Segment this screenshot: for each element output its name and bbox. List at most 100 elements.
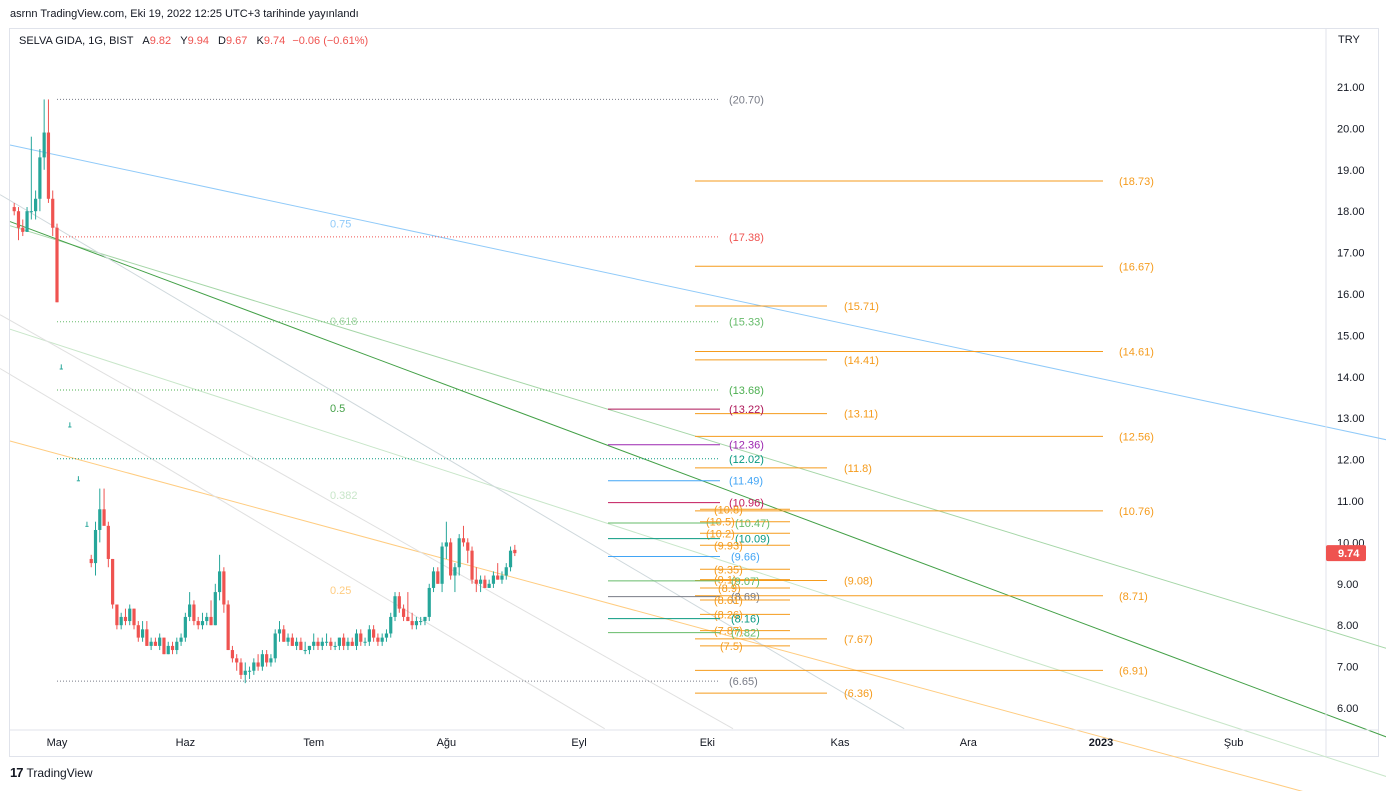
projection-label: (10.76) <box>1119 506 1154 518</box>
candle-body <box>243 670 247 675</box>
candle-body <box>440 546 444 584</box>
candle-body <box>222 571 226 605</box>
time-tick-label: May <box>47 737 68 749</box>
candle-body <box>449 542 453 576</box>
candle-body <box>316 641 320 646</box>
candle-body <box>466 542 470 551</box>
short-level-label: (9.93) <box>714 540 743 552</box>
candle-body <box>200 621 205 626</box>
price-tick-label: 6.00 <box>1337 703 1358 715</box>
axes: 6.007.008.009.0010.0011.0012.0013.0014.0… <box>10 29 1378 756</box>
chart-frame <box>9 28 1379 757</box>
candle-body <box>260 654 264 667</box>
short-level-label: (7.87) <box>714 626 743 638</box>
candle-body <box>324 641 329 643</box>
candle-body <box>496 575 500 580</box>
price-tick-label: 20.00 <box>1337 123 1365 135</box>
candle-body <box>145 629 149 646</box>
candle-body <box>376 637 380 642</box>
candle-body <box>513 549 517 554</box>
candle-body <box>444 542 448 547</box>
candle-body <box>98 509 102 530</box>
candle-body <box>307 645 312 651</box>
short-level-label: (13.22) <box>729 404 764 416</box>
candle-body <box>192 604 196 622</box>
price-tick-label: 19.00 <box>1337 165 1365 177</box>
candle-body <box>333 645 337 647</box>
candle-body <box>42 132 46 158</box>
projection-label: (13.11) <box>844 409 878 421</box>
level-label: (20.70) <box>729 94 764 106</box>
price-tick-label: 13.00 <box>1337 413 1365 425</box>
candle-body <box>136 625 140 638</box>
candle-body <box>34 198 38 212</box>
last-price-label: 9.74 <box>1338 548 1360 560</box>
price-tick-label: 7.00 <box>1337 662 1358 674</box>
candle-body <box>286 637 290 642</box>
price-tick-label: 14.00 <box>1337 372 1365 384</box>
short-level-label: (8.16) <box>731 614 760 626</box>
tradingview-brand[interactable]: 17 TradingView <box>10 765 93 780</box>
candle-body <box>406 616 410 622</box>
candle-body <box>337 637 341 646</box>
fib-fan-lines: 0.75 0.618 0.5 0.382 0.25 <box>0 144 1386 791</box>
low-label: D <box>218 35 226 47</box>
candle-body <box>119 616 123 626</box>
candle-body <box>89 558 93 564</box>
candle-body <box>230 650 235 659</box>
candle-body <box>183 616 187 638</box>
fib-fan-line-0.382 <box>9 328 1386 777</box>
candle-body <box>436 571 440 584</box>
candle-body <box>299 641 303 651</box>
candle-body <box>209 616 213 626</box>
candle-body <box>175 641 179 651</box>
candle-body <box>93 529 98 564</box>
candle-body <box>68 426 72 428</box>
fib-fan-line-0.75 <box>9 144 1386 441</box>
time-tick-label: 2023 <box>1089 737 1113 749</box>
price-tick-label: 15.00 <box>1337 330 1365 342</box>
candle-body <box>106 525 110 559</box>
candle-body <box>282 629 286 642</box>
candle-body <box>265 654 269 663</box>
candle-body <box>38 157 42 199</box>
projection-label: (11.8) <box>844 463 872 475</box>
candle-body <box>269 658 273 663</box>
candle-body <box>166 645 170 655</box>
short-level-label: (7.82) <box>731 628 760 640</box>
price-tick-label: 9.00 <box>1337 579 1358 591</box>
currency-label[interactable]: TRY <box>1338 34 1360 46</box>
symbol-legend: SELVA GIDA, 1G, BIST A9.82 Y9.94 D9.67 K… <box>19 35 368 47</box>
candle-body <box>123 616 128 622</box>
candle-body <box>149 641 153 646</box>
candle-body <box>196 621 200 626</box>
fan-guide-line <box>0 194 905 730</box>
candle-body <box>277 629 282 634</box>
candle-body <box>140 629 145 638</box>
candle-body <box>162 637 166 655</box>
fib-fan-line-0.618 <box>9 225 1386 649</box>
candle-body <box>470 550 474 580</box>
projection-label: (6.91) <box>1119 665 1148 677</box>
candle-body <box>111 558 115 605</box>
open-label: A <box>142 35 150 47</box>
change-value: −0.06 (−0.61%) <box>292 35 369 47</box>
short-level-label: (12.36) <box>729 440 764 452</box>
fib-fan-label-0.382: 0.382 <box>330 490 358 502</box>
projection-label: (9.08) <box>844 575 873 587</box>
short-level-label: (8.26) <box>714 609 743 621</box>
candle-body <box>59 368 63 370</box>
fib-fan-label-0.618: 0.618 <box>330 316 358 328</box>
candle-body <box>342 637 346 646</box>
candle-body <box>235 658 239 663</box>
candle-body <box>453 567 457 576</box>
low-value: 9.67 <box>226 35 248 47</box>
short-level-label: (10.5) <box>706 517 735 529</box>
candle-body <box>312 641 316 646</box>
close-value: 9.74 <box>263 35 286 47</box>
candle-body <box>153 641 158 646</box>
level-label: (6.65) <box>729 676 758 688</box>
candle-body <box>329 641 333 646</box>
horizontal-levels: (20.70) (17.38) (15.33) (13.68) (12.02) (6.65… <box>57 94 1154 700</box>
